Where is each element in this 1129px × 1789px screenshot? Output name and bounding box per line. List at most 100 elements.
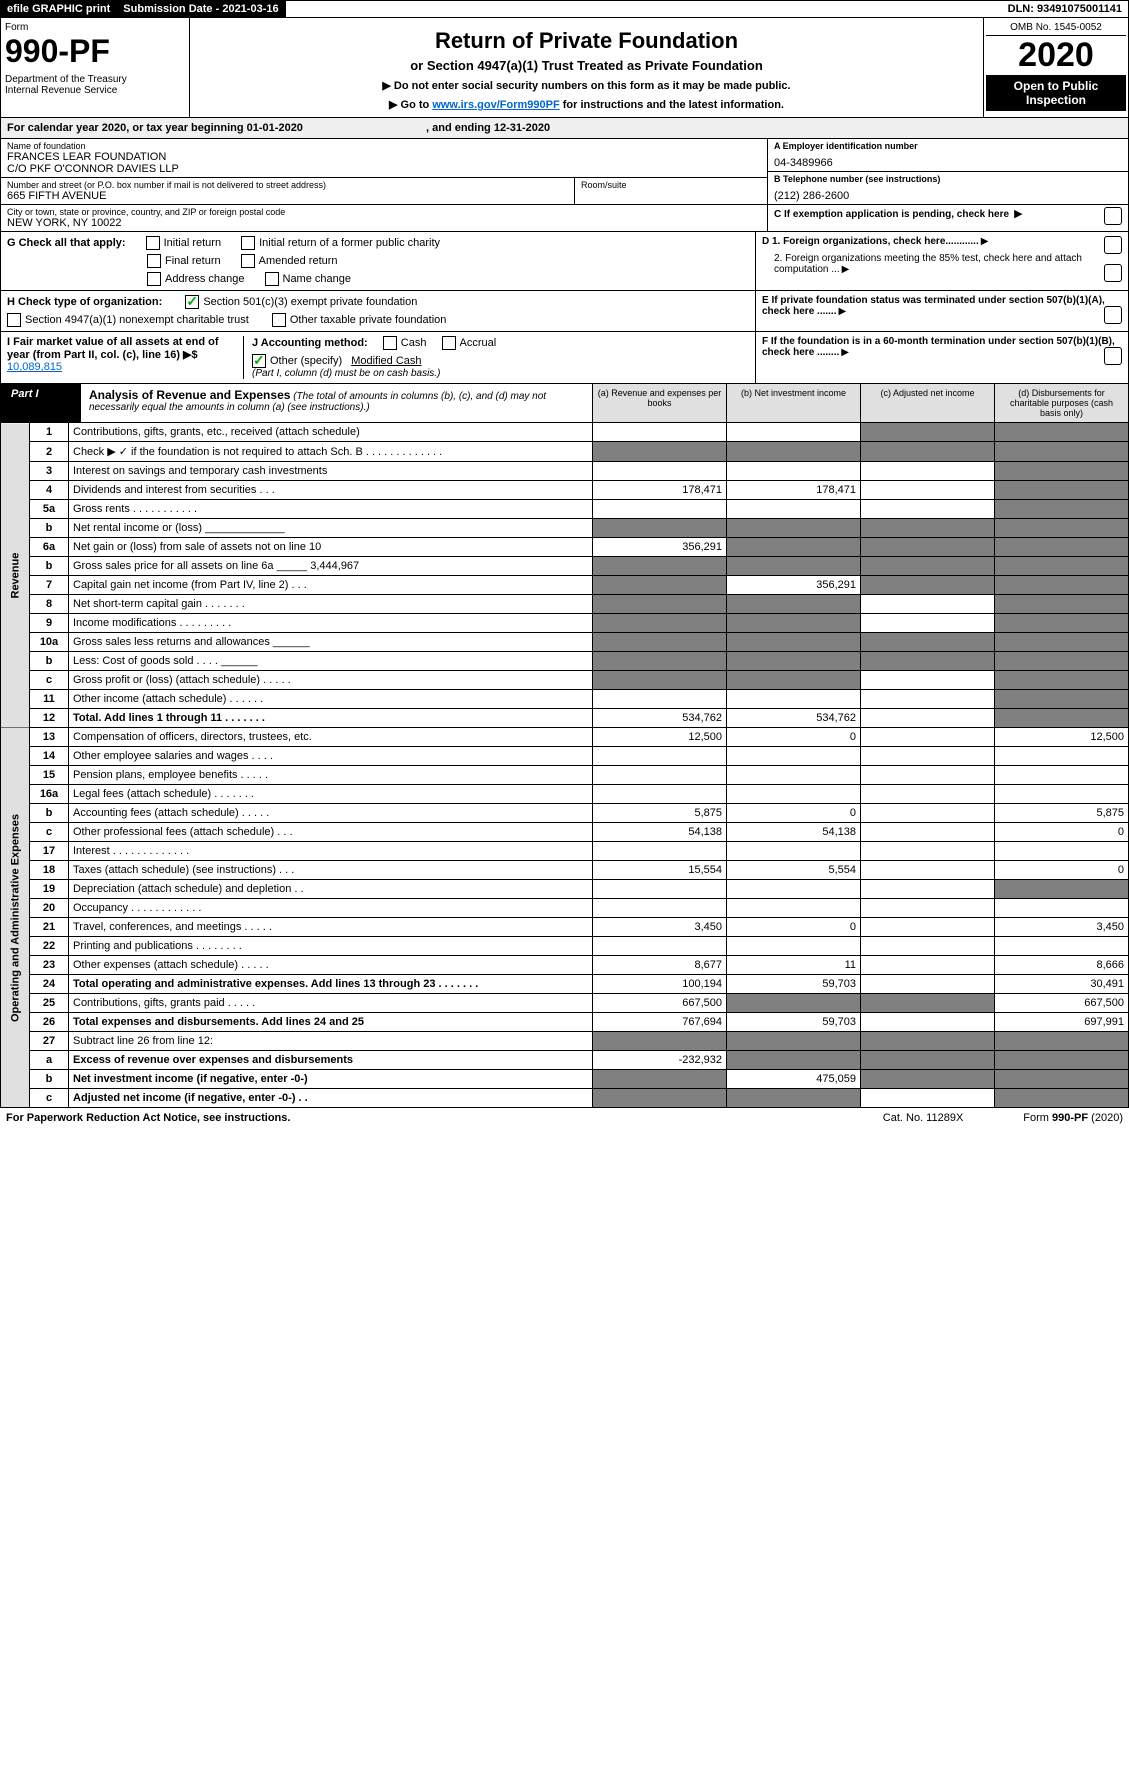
value-cell xyxy=(861,1051,995,1070)
value-cell xyxy=(995,766,1129,785)
value-cell: 356,291 xyxy=(727,576,861,595)
value-cell xyxy=(995,842,1129,861)
line-number: b xyxy=(30,557,69,576)
value-cell: -232,932 xyxy=(593,1051,727,1070)
address-change-checkbox[interactable] xyxy=(147,272,161,286)
line-description: Other professional fees (attach schedule… xyxy=(69,823,593,842)
value-cell xyxy=(995,709,1129,728)
line-description: Depreciation (attach schedule) and deple… xyxy=(69,880,593,899)
value-cell xyxy=(861,861,995,880)
analysis-table: Revenue1Contributions, gifts, grants, et… xyxy=(0,423,1129,1108)
value-cell xyxy=(995,442,1129,462)
value-cell xyxy=(593,519,727,538)
table-row: 5aGross rents . . . . . . . . . . . xyxy=(1,500,1129,519)
line-description: Printing and publications . . . . . . . … xyxy=(69,937,593,956)
value-cell xyxy=(727,500,861,519)
line-number: 11 xyxy=(30,690,69,709)
table-row: 7Capital gain net income (from Part IV, … xyxy=(1,576,1129,595)
line-description: Gross sales less returns and allowances … xyxy=(69,633,593,652)
initial-return-checkbox[interactable] xyxy=(146,236,160,250)
final-return-checkbox[interactable] xyxy=(147,254,161,268)
value-cell xyxy=(861,481,995,500)
value-cell xyxy=(995,519,1129,538)
cash-checkbox[interactable] xyxy=(383,336,397,350)
line-number: 13 xyxy=(30,728,69,747)
value-cell xyxy=(861,1032,995,1051)
line-number: a xyxy=(30,1051,69,1070)
value-cell xyxy=(593,880,727,899)
line-number: c xyxy=(30,1089,69,1108)
d2-checkbox[interactable] xyxy=(1104,264,1122,282)
line-number: c xyxy=(30,671,69,690)
line-number: 8 xyxy=(30,595,69,614)
line-description: Other employee salaries and wages . . . … xyxy=(69,747,593,766)
name-change-checkbox[interactable] xyxy=(265,272,279,286)
tax-year: 2020 xyxy=(986,36,1126,75)
table-row: Operating and Administrative Expenses13C… xyxy=(1,728,1129,747)
line-number: b xyxy=(30,804,69,823)
line-number: 24 xyxy=(30,975,69,994)
table-row: 19Depreciation (attach schedule) and dep… xyxy=(1,880,1129,899)
line-description: Adjusted net income (if negative, enter … xyxy=(69,1089,593,1108)
cat-number: Cat. No. 11289X xyxy=(883,1112,964,1124)
f-checkbox[interactable] xyxy=(1104,347,1122,365)
value-cell: 12,500 xyxy=(995,728,1129,747)
line-number: 10a xyxy=(30,633,69,652)
value-cell xyxy=(861,462,995,481)
501c3-checkbox[interactable] xyxy=(185,295,199,309)
value-cell xyxy=(861,595,995,614)
col-d-header: (d) Disbursements for charitable purpose… xyxy=(994,384,1128,422)
name-cell: Name of foundation FRANCES LEAR FOUNDATI… xyxy=(1,139,767,178)
e-checkbox[interactable] xyxy=(1104,306,1122,324)
value-cell xyxy=(861,956,995,975)
form-header: Form 990-PF Department of the Treasury I… xyxy=(0,18,1129,118)
j-note: (Part I, column (d) must be on cash basi… xyxy=(252,368,749,379)
value-cell xyxy=(861,538,995,557)
f-section: F If the foundation is in a 60-month ter… xyxy=(756,332,1128,383)
4947-checkbox[interactable] xyxy=(7,313,21,327)
line-description: Accounting fees (attach schedule) . . . … xyxy=(69,804,593,823)
other-taxable-checkbox[interactable] xyxy=(272,313,286,327)
amended-return-checkbox[interactable] xyxy=(241,254,255,268)
value-cell xyxy=(861,557,995,576)
value-cell xyxy=(861,747,995,766)
value-cell: 767,694 xyxy=(593,1013,727,1032)
fmv-value[interactable]: 10,089,815 xyxy=(7,361,62,373)
line-description: Net investment income (if negative, ente… xyxy=(69,1070,593,1089)
goto-link-line: ▶ Go to www.irs.gov/Form990PF for instru… xyxy=(196,98,977,111)
d1-checkbox[interactable] xyxy=(1104,236,1122,254)
value-cell xyxy=(861,823,995,842)
other-method-checkbox[interactable] xyxy=(252,354,266,368)
value-cell xyxy=(861,576,995,595)
table-row: 8Net short-term capital gain . . . . . .… xyxy=(1,595,1129,614)
dept-treasury: Department of the Treasury xyxy=(5,74,185,85)
irs-link[interactable]: www.irs.gov/Form990PF xyxy=(432,99,559,111)
value-cell xyxy=(593,500,727,519)
line-number: 18 xyxy=(30,861,69,880)
initial-former-checkbox[interactable] xyxy=(241,236,255,250)
value-cell xyxy=(861,442,995,462)
form-title-block: Return of Private Foundation or Section … xyxy=(190,18,983,117)
value-cell: 59,703 xyxy=(727,975,861,994)
value-cell xyxy=(861,709,995,728)
accrual-checkbox[interactable] xyxy=(442,336,456,350)
value-cell xyxy=(593,1070,727,1089)
value-cell xyxy=(593,899,727,918)
exemption-checkbox[interactable] xyxy=(1104,207,1122,225)
table-row: 26Total expenses and disbursements. Add … xyxy=(1,1013,1129,1032)
value-cell xyxy=(727,1032,861,1051)
value-cell xyxy=(995,423,1129,442)
e-section: E If private foundation status was termi… xyxy=(756,291,1128,331)
value-cell xyxy=(861,519,995,538)
table-row: cGross profit or (loss) (attach schedule… xyxy=(1,671,1129,690)
value-cell xyxy=(995,671,1129,690)
line-description: Legal fees (attach schedule) . . . . . .… xyxy=(69,785,593,804)
d-section: D 1. Foreign organizations, check here..… xyxy=(756,232,1128,290)
value-cell: 54,138 xyxy=(727,823,861,842)
foundation-info: Name of foundation FRANCES LEAR FOUNDATI… xyxy=(0,139,1129,232)
value-cell xyxy=(861,423,995,442)
value-cell xyxy=(861,880,995,899)
table-row: bLess: Cost of goods sold . . . . ______ xyxy=(1,652,1129,671)
part1-header: Part I Analysis of Revenue and Expenses … xyxy=(0,384,1129,423)
efile-label: efile GRAPHIC print xyxy=(1,1,117,17)
